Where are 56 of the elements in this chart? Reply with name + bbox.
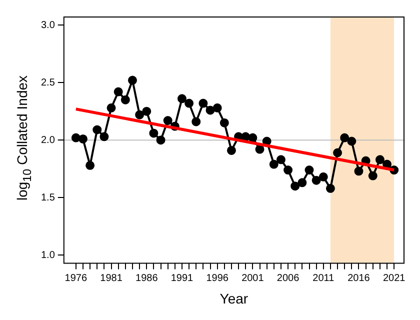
y-tick-label: 2.0	[40, 134, 56, 146]
x-tick-label: 1986	[136, 272, 158, 284]
point	[71, 133, 80, 142]
point	[340, 133, 350, 142]
point	[382, 160, 392, 169]
point	[78, 134, 88, 144]
point	[142, 106, 152, 116]
point	[269, 160, 278, 169]
point	[220, 118, 229, 128]
y-tick-label: 2.5	[40, 77, 56, 88]
x-tick-label: 1981	[100, 272, 123, 284]
point	[226, 146, 236, 155]
point	[92, 125, 102, 134]
point	[284, 166, 293, 175]
point	[354, 166, 364, 176]
x-tick-label: 2001	[242, 272, 264, 284]
point	[248, 133, 258, 142]
point	[86, 160, 95, 170]
point	[206, 106, 215, 115]
point	[304, 166, 314, 175]
point	[318, 172, 328, 182]
y-tick-label: 1.0	[40, 250, 56, 261]
point	[177, 94, 186, 104]
point	[184, 98, 194, 108]
point	[347, 136, 356, 146]
point	[128, 76, 137, 85]
x-tick-label: 1996	[206, 272, 229, 284]
y-tick-label: 3.0	[40, 20, 56, 31]
x-axis-title: Year	[220, 290, 248, 306]
point	[368, 171, 378, 180]
x-tick-label: 2021	[382, 272, 406, 284]
x-tick-label: 1976	[64, 272, 88, 284]
point	[100, 132, 109, 142]
x-tick-label: 2006	[276, 272, 300, 284]
point	[312, 176, 321, 185]
point	[290, 182, 300, 191]
point	[298, 178, 307, 188]
point	[149, 128, 158, 138]
x-tick-label: 2011	[312, 272, 335, 284]
x-tick-label: 2016	[348, 272, 370, 284]
point	[156, 136, 166, 145]
point	[375, 155, 384, 164]
point	[120, 95, 130, 104]
point	[106, 103, 116, 112]
point	[163, 116, 172, 126]
point	[255, 144, 264, 154]
point	[114, 87, 123, 96]
point	[212, 103, 222, 112]
y-tick-label: 1.5	[40, 192, 56, 204]
point	[135, 110, 144, 120]
x-tick-label: 1991	[170, 272, 194, 284]
point	[276, 155, 286, 164]
point	[333, 148, 342, 158]
point	[198, 98, 208, 108]
point	[192, 117, 201, 126]
point	[326, 184, 335, 193]
